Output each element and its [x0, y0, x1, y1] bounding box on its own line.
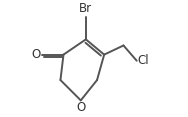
Text: O: O [76, 101, 85, 114]
Text: Cl: Cl [138, 54, 149, 67]
Text: O: O [32, 48, 41, 61]
Text: Br: Br [79, 2, 92, 15]
